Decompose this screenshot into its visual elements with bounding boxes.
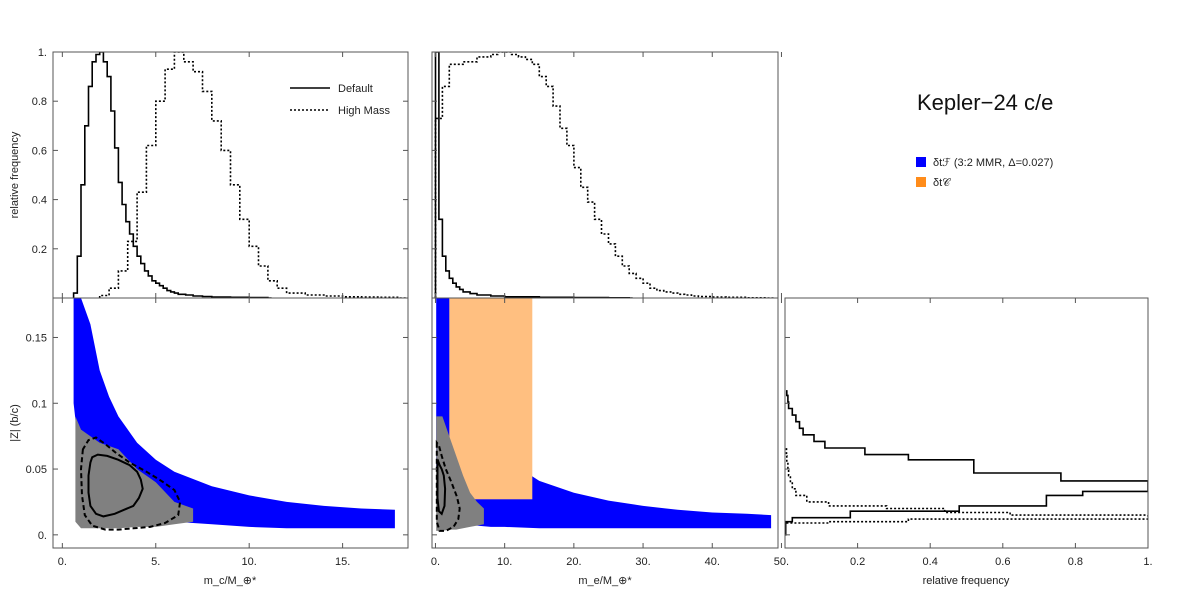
- bottom-right-xtick-label: 1.: [1143, 556, 1152, 568]
- bottom-mid-xtick-label: 0.: [431, 556, 440, 568]
- frame-top-mid: [431, 51, 779, 299]
- frame-bottom-right: [784, 297, 1149, 549]
- contour-solid-me: [436, 458, 447, 516]
- frame-bottom-mid: [431, 297, 779, 549]
- bottom-left-ytick-label: 0.05: [26, 464, 47, 476]
- hist-high-mass-me: [434, 52, 775, 298]
- legend-lines: Default High Mass: [290, 83, 390, 117]
- chart-title: Kepler−24 c/e: [917, 90, 1053, 115]
- bottom-mid-xtick-label: 10.: [497, 556, 512, 568]
- contour-dashed-mc: [79, 436, 182, 531]
- xlabel-left: m_c/M_⊕*: [204, 575, 257, 587]
- contour-solid-mc: [87, 453, 144, 518]
- blue-band-mc: [73, 298, 395, 529]
- bottom-right-xtick-label: 0.4: [923, 556, 938, 568]
- ylabel-bottom: |Z| (b/c): [9, 404, 21, 442]
- gray-cloud-me: [436, 416, 484, 531]
- ylabel-top: relative frequency: [9, 131, 21, 218]
- contour-dashed-me: [435, 439, 461, 532]
- hist-high-mass-mc: [98, 52, 408, 298]
- legend-colors: δtℱ (3:2 MMR, Δ=0.027) δt𝒞: [916, 157, 1053, 189]
- xlabel-right: relative frequency: [923, 575, 1010, 587]
- hist-default-z: [785, 390, 1148, 536]
- legend-label-orange: δt𝒞: [933, 177, 951, 189]
- bottom-mid-xtick-label: 30.: [635, 556, 650, 568]
- bottom-mid-xtick-label: 50.: [774, 556, 789, 568]
- legend-label-default: Default: [338, 83, 373, 95]
- frame-bottom-left: [52, 297, 409, 549]
- bottom-left-xtick-label: 10.: [242, 556, 257, 568]
- panel-bottom-right: [785, 390, 1148, 536]
- axis-ticks: 0. 5. 10. 15. 0. 10. 20. 30. 40. 50. 0.2 0.4 0.6 0.8 1…: [26, 47, 1153, 568]
- hist-default-mc: [72, 52, 272, 298]
- hist-high-mass-z: [785, 448, 1148, 527]
- hist-default-me: [434, 52, 633, 298]
- bottom-left-xtick-label: 5.: [151, 556, 160, 568]
- gray-cloud-mc: [75, 416, 194, 529]
- legend-swatch-orange: [916, 177, 926, 187]
- bottom-left-ytick-label: 0.1: [32, 398, 47, 410]
- top-left-ytick-label: 0.8: [32, 96, 47, 108]
- legend-label-blue: δtℱ (3:2 MMR, Δ=0.027): [933, 157, 1053, 169]
- top-left-ytick-label: 1.: [38, 47, 47, 59]
- bottom-left-xtick-label: 0.: [58, 556, 67, 568]
- legend-label-high-mass: High Mass: [338, 105, 390, 117]
- panel-bottom-left: [73, 298, 395, 531]
- xlabel-mid: m_e/M_⊕*: [578, 575, 632, 587]
- bottom-right-xtick-label: 0.2: [850, 556, 865, 568]
- top-left-ytick-label: 0.4: [32, 195, 47, 207]
- panel-top-mid: [434, 52, 775, 298]
- bottom-right-xtick-label: 0.8: [1068, 556, 1083, 568]
- panel-frames: [52, 51, 1149, 549]
- panel-bottom-mid: [435, 298, 772, 532]
- orange-region-me: [449, 298, 533, 500]
- top-left-ytick-label: 0.6: [32, 145, 47, 157]
- panel-top-left: [72, 52, 408, 298]
- bottom-left-ytick-label: 0.15: [26, 332, 47, 344]
- top-left-ytick-label: 0.2: [32, 244, 47, 256]
- legend-swatch-blue: [916, 157, 926, 167]
- bottom-mid-xtick-label: 40.: [705, 556, 720, 568]
- bottom-left-ytick-label: 0.: [38, 530, 47, 542]
- bottom-mid-xtick-label: 20.: [566, 556, 581, 568]
- bottom-right-xtick-label: 0.6: [995, 556, 1010, 568]
- bottom-left-xtick-label: 15.: [335, 556, 350, 568]
